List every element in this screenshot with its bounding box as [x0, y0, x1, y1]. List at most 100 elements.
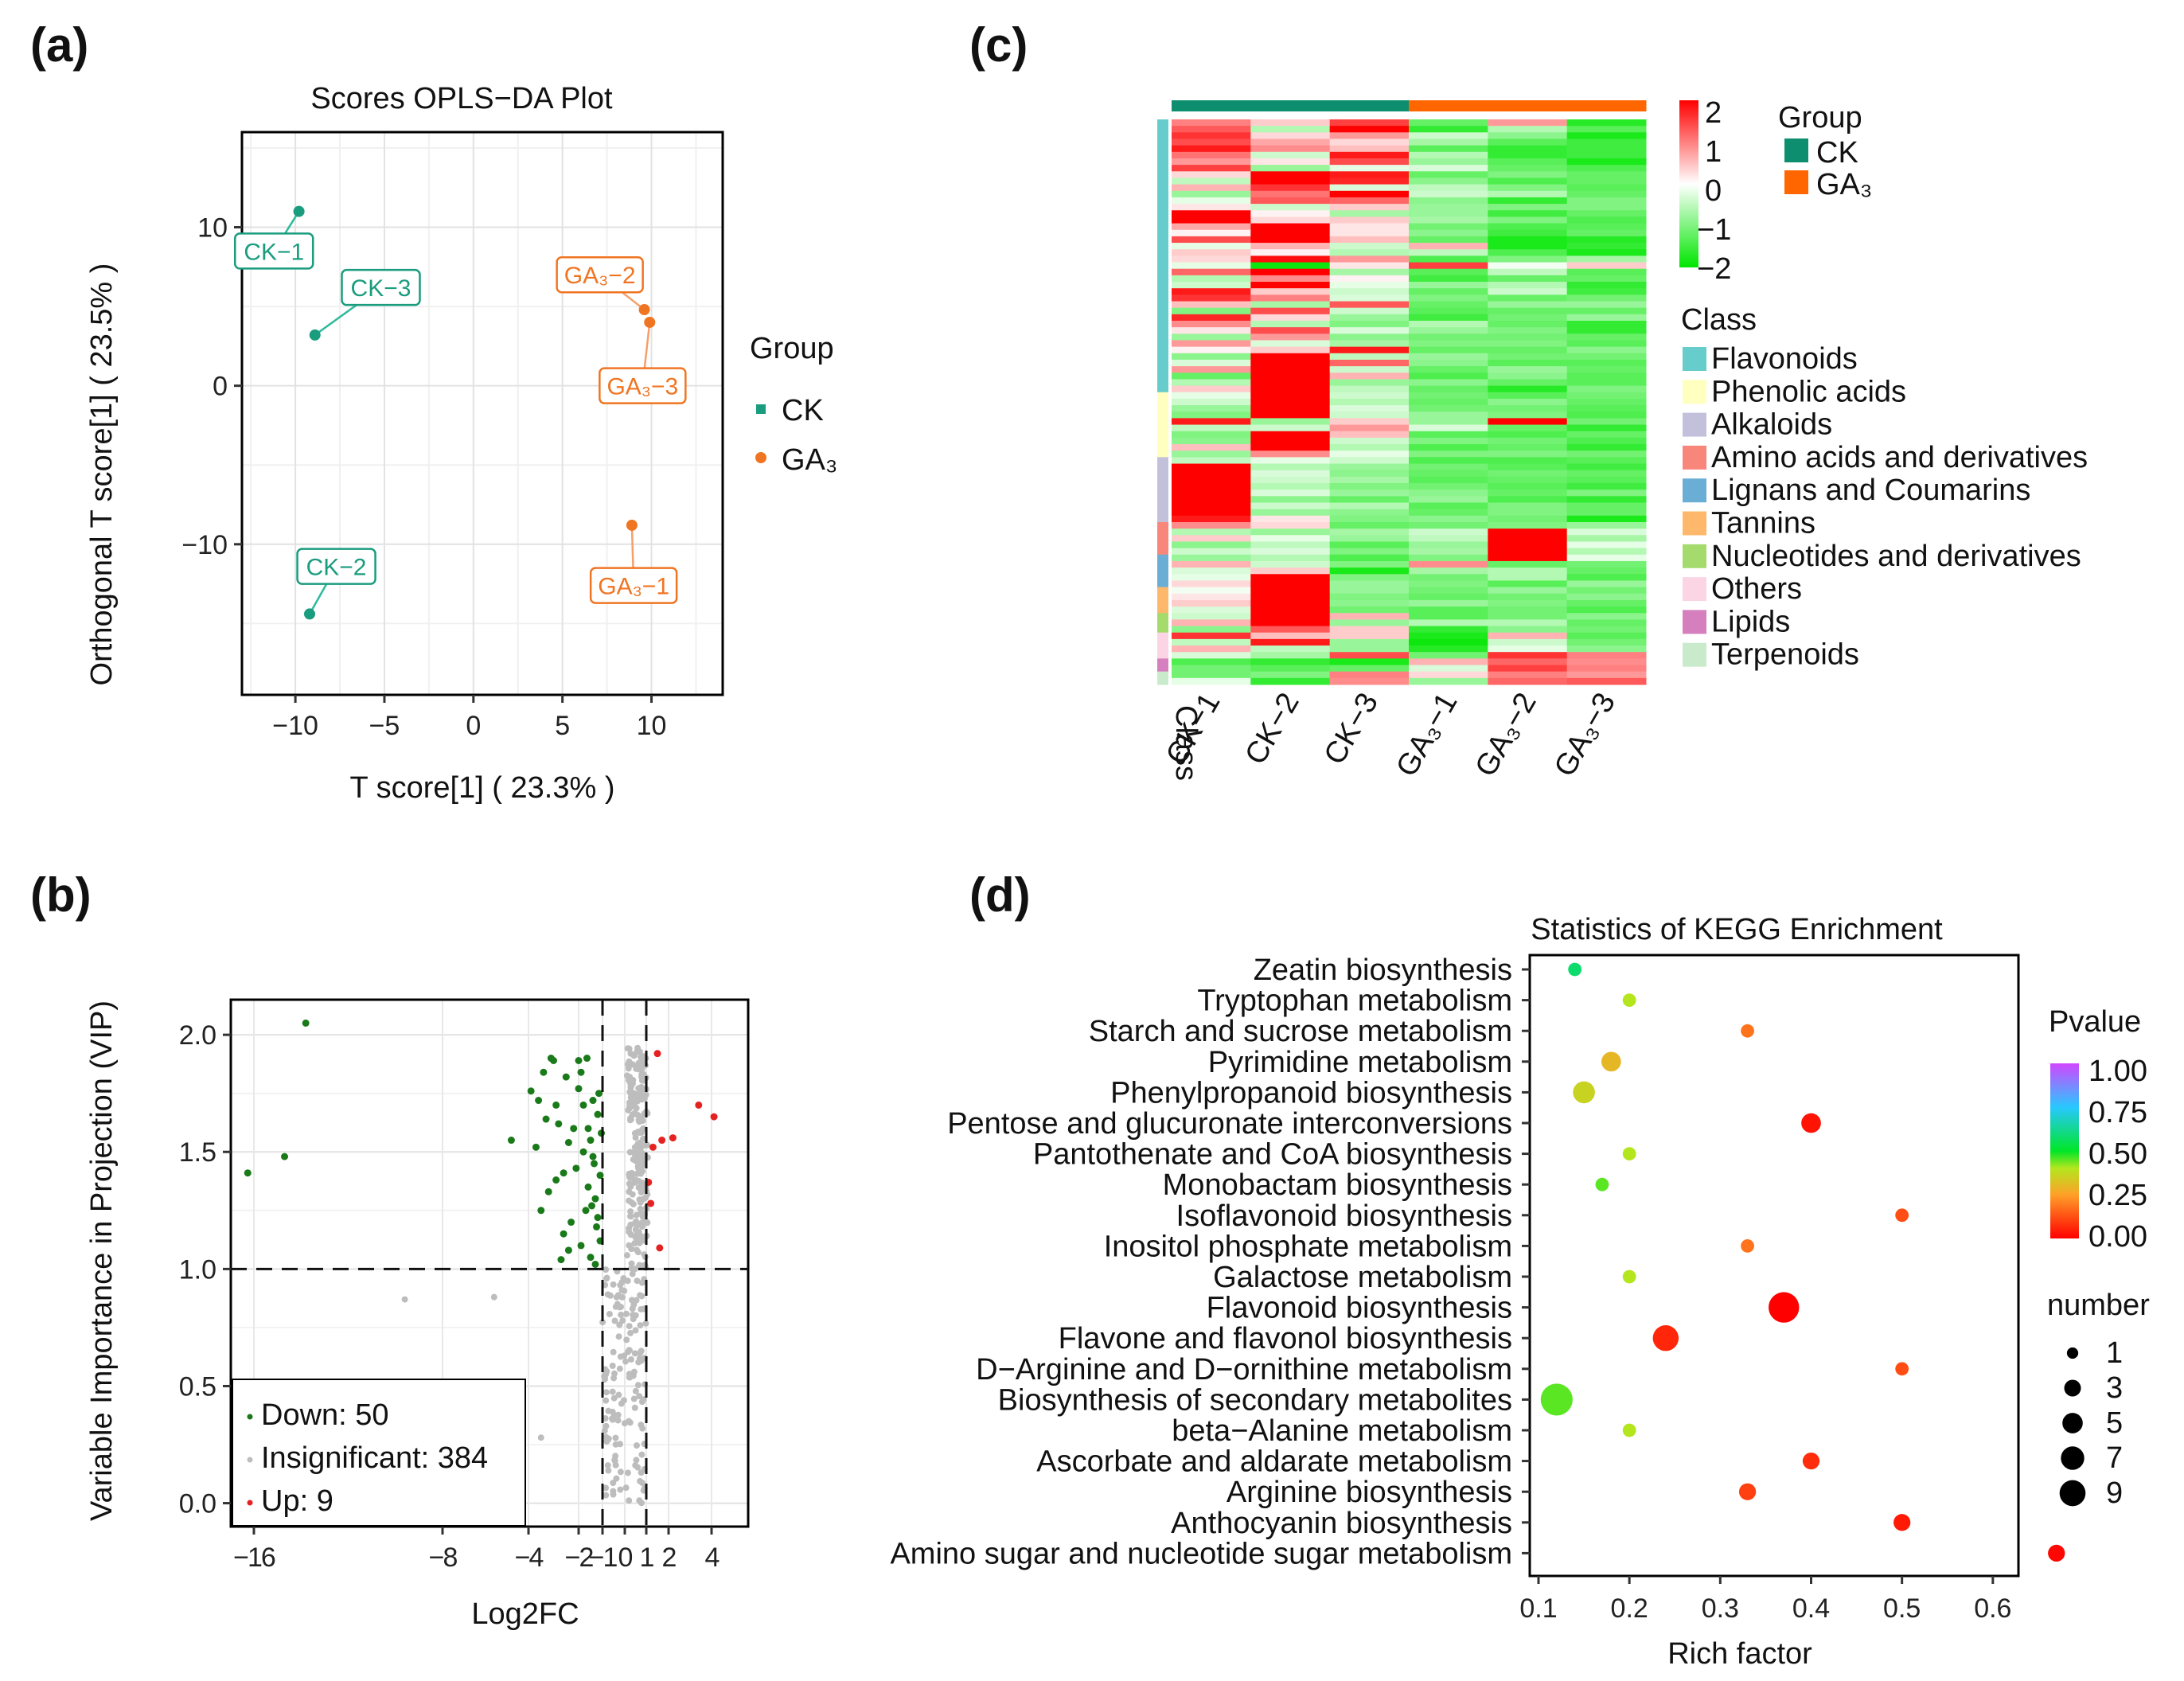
- panel-c-heatmap-cell: [1172, 398, 1251, 406]
- panel-c-heatmap-cell: [1172, 521, 1251, 529]
- panel-c-class-bar-cell: [1157, 177, 1168, 185]
- panel-c-heatmap-cell: [1566, 229, 1647, 237]
- panel-c-heatmap-cell: [1488, 294, 1568, 302]
- panel-label-b: (b): [30, 868, 92, 922]
- panel-c-column-label: GA₃−1: [1390, 688, 1464, 782]
- panel-b-point-insignificant: [638, 1451, 645, 1458]
- panel-c-heatmap-cell: [1172, 424, 1251, 432]
- panel-b-point-insignificant: [638, 1479, 645, 1486]
- panel-c-class-bar-cell: [1157, 165, 1168, 172]
- panel-c-heatmap-cell: [1172, 613, 1251, 620]
- panel-c-heatmap-cell: [1409, 145, 1488, 153]
- panel-c-class-bar-cell: [1157, 418, 1168, 426]
- panel-c-heatmap-cell: [1329, 327, 1410, 334]
- panel-c-heatmap-cell: [1172, 502, 1251, 510]
- panel-c-heatmap-cell: [1172, 158, 1251, 166]
- panel-b-point-insignificant: [628, 1260, 635, 1267]
- panel-c-heatmap-cell: [1488, 333, 1568, 341]
- panel-b-point-insignificant: [630, 1077, 637, 1084]
- panel-c-heatmap-cell: [1409, 126, 1488, 133]
- panel-b-point-down: [507, 1137, 515, 1145]
- panel-d-pathway-label: Pentose and glucuronate interconversions: [947, 1107, 1512, 1141]
- panel-c-heatmap-cell: [1409, 379, 1488, 387]
- panel-c-heatmap-cell: [1566, 184, 1647, 192]
- panel-d-size-legend-dot: [2062, 1413, 2083, 1433]
- panel-c-heatmap-cell: [1566, 158, 1647, 166]
- panel-c-heatmap-cell: [1566, 599, 1647, 607]
- panel-b-point-insignificant: [632, 1327, 639, 1334]
- panel-b-point-down: [540, 1068, 548, 1076]
- panel-c-class-bar-cell: [1157, 126, 1168, 133]
- panel-b-point-insignificant: [626, 1228, 633, 1235]
- panel-b-point-insignificant: [628, 1265, 635, 1272]
- panel-c-heatmap-cell: [1329, 560, 1410, 568]
- panel-c-heatmap-cell: [1409, 359, 1488, 367]
- panel-c-heatmap-cell: [1250, 249, 1331, 256]
- panel-c-heatmap-cell: [1250, 554, 1331, 562]
- panel-c-scale-label: −2: [1697, 252, 1731, 286]
- panel-b-point-insignificant: [613, 1475, 620, 1482]
- panel-b-point-down: [582, 1207, 590, 1215]
- panel-c-heatmap-cell: [1409, 307, 1488, 315]
- panel-c-heatmap-cell: [1329, 366, 1410, 373]
- panel-c-heatmap-cell: [1250, 470, 1331, 478]
- panel-c-heatmap-cell: [1329, 541, 1410, 549]
- panel-c-heatmap-cell: [1250, 619, 1331, 627]
- panel-c-heatmap-cell: [1172, 638, 1251, 646]
- panel-c-heatmap-cell: [1329, 535, 1410, 542]
- panel-b-point-insignificant: [624, 1469, 631, 1476]
- panel-c-heatmap-cell: [1329, 262, 1410, 270]
- panel-b-point-insignificant: [630, 1156, 637, 1163]
- panel-c-class-bar-cell: [1157, 528, 1168, 536]
- panel-c-heatmap-cell: [1488, 268, 1568, 276]
- panel-d-xtick-label: 0.6: [1974, 1593, 2011, 1624]
- panel-c-heatmap-cell: [1488, 652, 1568, 659]
- panel-c-heatmap-cell: [1566, 671, 1647, 679]
- panel-c-heatmap-cell: [1172, 418, 1251, 426]
- panel-c-heatmap-cell: [1172, 470, 1251, 478]
- panel-a-point-ck: [293, 205, 305, 217]
- panel-c-class-bar-cell: [1157, 255, 1168, 263]
- panel-c-heatmap-cell: [1329, 340, 1410, 348]
- panel-c-heatmap-cell: [1488, 626, 1568, 634]
- panel-c-heatmap-cell: [1172, 548, 1251, 556]
- panel-c-heatmap-cell: [1250, 385, 1331, 393]
- panel-a-ytick-label: 0: [213, 372, 228, 402]
- panel-c-heatmap-cell: [1488, 392, 1568, 400]
- panel-b-point-up: [669, 1134, 677, 1142]
- panel-c-class-legend-key: [1683, 642, 1706, 667]
- panel-c-heatmap-cell: [1488, 288, 1568, 295]
- panel-c-heatmap-cell: [1409, 450, 1488, 458]
- panel-c-heatmap-cell: [1329, 515, 1410, 523]
- panel-b-ylabel: Variable Importance in Projection (VIP): [85, 1000, 119, 1521]
- panel-c-heatmap-cell: [1566, 346, 1647, 354]
- panel-b-ytick-label: 2.0: [179, 1020, 216, 1051]
- panel-c-heatmap-cell: [1172, 535, 1251, 542]
- panel-b-point-insignificant: [626, 1105, 634, 1112]
- panel-c-heatmap-cell: [1172, 262, 1251, 270]
- panel-b-point-insignificant: [638, 1293, 645, 1300]
- panel-a-xtick-label: 0: [466, 711, 481, 741]
- panel-b-point-insignificant: [638, 1469, 645, 1476]
- panel-b-point-insignificant: [602, 1415, 609, 1422]
- panel-d-xtick-label: 0.4: [1792, 1593, 1830, 1624]
- panel-c-heatmap-cell: [1566, 554, 1647, 562]
- panel-d-pathway-label: Monobactam biosynthesis: [1163, 1168, 1512, 1202]
- panel-c-heatmap-cell: [1250, 457, 1331, 465]
- panel-c-class-bar-cell: [1157, 632, 1168, 640]
- panel-c-heatmap-cell: [1250, 489, 1331, 497]
- panel-b-point-insignificant: [616, 1365, 623, 1372]
- panel-b-point-insignificant: [490, 1293, 497, 1301]
- panel-c-class-bar-cell: [1157, 496, 1168, 503]
- panel-c-class-legend-key: [1683, 511, 1706, 536]
- panel-a-point-label: GA₃−1: [598, 574, 669, 600]
- panel-c-heatmap-cell: [1250, 463, 1331, 471]
- panel-c-class-legend-key: [1683, 412, 1706, 437]
- panel-c-heatmap-cell: [1172, 671, 1251, 679]
- panel-c-class-bar-cell: [1157, 366, 1168, 373]
- panel-c-heatmap-cell: [1250, 184, 1331, 192]
- panel-b-xlabel: Log2FC: [471, 1597, 579, 1631]
- panel-c-heatmap-cell: [1488, 437, 1568, 445]
- panel-b-point-down: [591, 1160, 598, 1168]
- panel-a-xtick-label: 10: [637, 711, 667, 741]
